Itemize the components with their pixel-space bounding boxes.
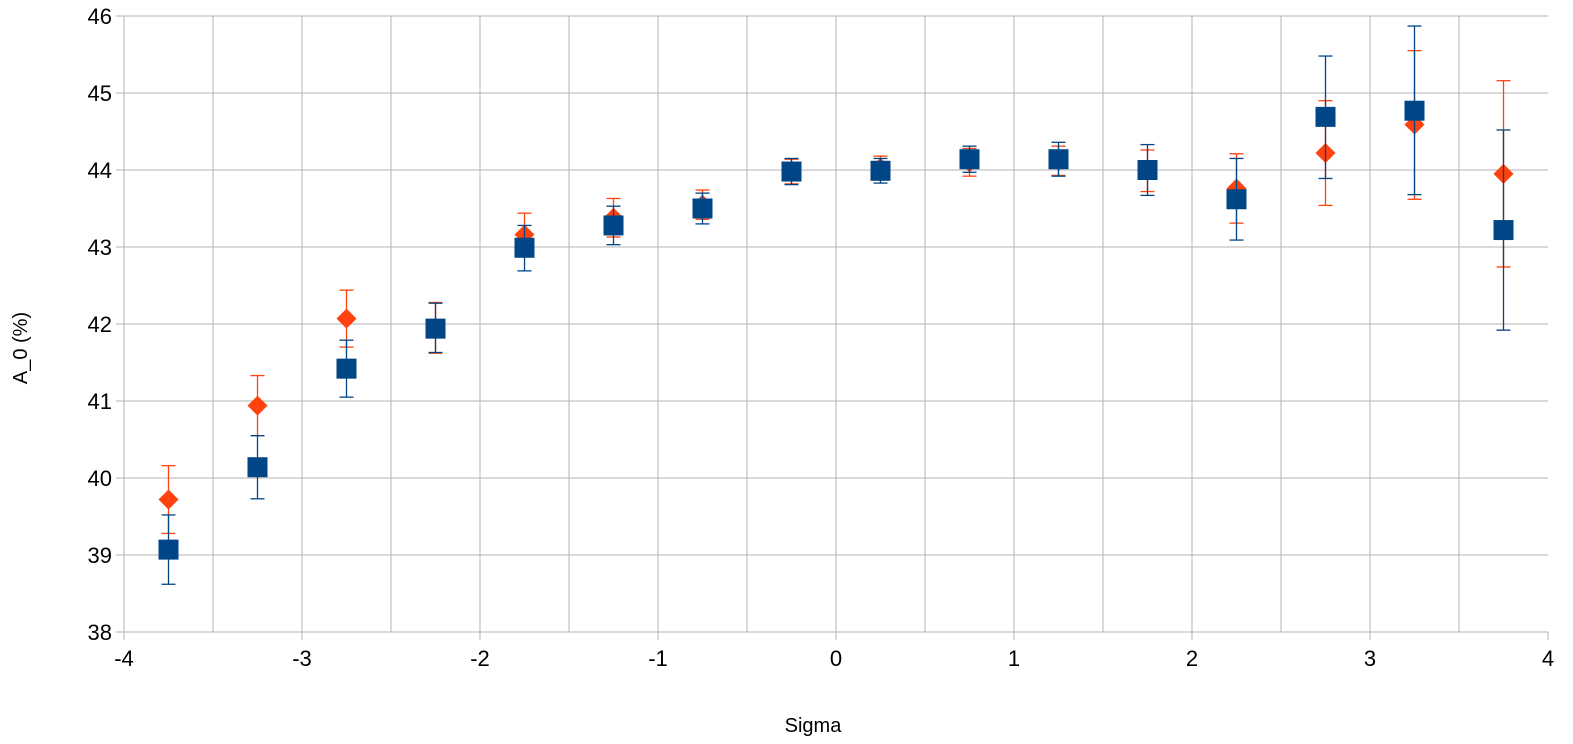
x-tick-label: 3 — [1364, 646, 1376, 671]
data-point-square — [514, 237, 535, 258]
y-tick-label: 44 — [88, 158, 112, 183]
x-tick-label: -3 — [292, 646, 312, 671]
series-square — [158, 25, 1514, 585]
y-tick-label: 39 — [88, 543, 112, 568]
y-tick-label: 41 — [88, 389, 112, 414]
y-tick-label: 40 — [88, 466, 112, 491]
data-point-square — [158, 539, 179, 560]
data-point-square — [1404, 100, 1425, 121]
x-tick-label: 4 — [1542, 646, 1554, 671]
data-series — [158, 25, 1514, 585]
y-tick-label: 46 — [88, 4, 112, 29]
x-tick-label: 1 — [1008, 646, 1020, 671]
data-point-square — [959, 149, 980, 170]
data-point-square — [603, 215, 624, 236]
y-tick-label: 38 — [88, 620, 112, 645]
axes — [116, 15, 1549, 640]
x-tick-label: 2 — [1186, 646, 1198, 671]
data-point-square — [1048, 149, 1069, 170]
y-tick-label: 42 — [88, 312, 112, 337]
data-point-square — [1315, 106, 1336, 127]
data-point-square — [247, 457, 268, 478]
y-axis-title: A_0 (%) — [10, 312, 32, 384]
data-point-diamond — [158, 489, 179, 510]
data-point-square — [425, 318, 446, 339]
y-tick-label: 45 — [88, 81, 112, 106]
data-point-diamond — [336, 308, 357, 329]
grid — [124, 15, 1548, 632]
data-point-square — [781, 161, 802, 182]
y-tick-label: 43 — [88, 235, 112, 260]
data-point-diamond — [247, 395, 268, 416]
x-tick-label: -1 — [648, 646, 668, 671]
data-point-square — [336, 358, 357, 379]
tick-labels: -4 -3 -2 -1 0 1 2 3 4 38 39 40 41 42 43 44 45 46 — [88, 4, 1555, 671]
x-tick-label: 0 — [830, 646, 842, 671]
data-point-square — [1226, 189, 1247, 210]
x-tick-label: -4 — [114, 646, 134, 671]
x-tick-label: -2 — [470, 646, 490, 671]
data-point-square — [1493, 220, 1514, 241]
data-point-square — [1137, 160, 1158, 180]
data-point-square — [692, 198, 713, 219]
x-axis-title: Sigma — [785, 715, 843, 737]
data-point-square — [870, 160, 891, 181]
